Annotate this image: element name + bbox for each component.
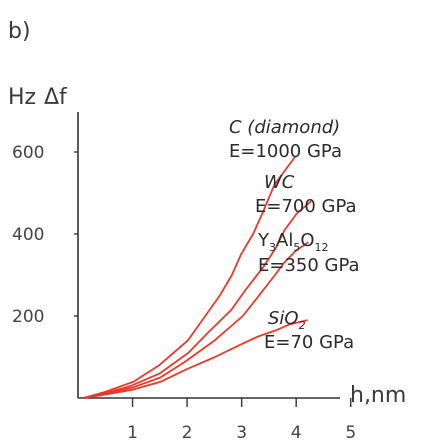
sio2-name: SiO2 [268, 308, 306, 332]
wc-modulus: E=700 GPa [255, 196, 357, 217]
x-ticks: 1 2 3 4 5 [127, 398, 356, 443]
x-axis-label: h,nm [350, 383, 406, 408]
yag-curve [83, 241, 309, 399]
diamond-annotation: C (diamond) E=1000 GPa [229, 117, 342, 162]
y-tick-label: 600 [12, 143, 44, 163]
panel-label: b) [8, 19, 31, 44]
diamond-name: C (diamond) [229, 117, 340, 138]
x-tick-label: 2 [182, 423, 193, 443]
y-tick-label: 200 [12, 307, 44, 327]
wc-name: WC [264, 172, 295, 193]
series-group [83, 155, 312, 399]
sio2-modulus: E=70 GPa [264, 332, 354, 353]
y-ticks: 200 400 600 [12, 143, 78, 327]
x-tick-label: 5 [345, 423, 356, 443]
sio2-curve [83, 319, 308, 399]
yag-name: Y3Al5O12 [257, 230, 329, 254]
yag-annotation: Y3Al5O12 E=350 GPa [257, 230, 360, 276]
x-tick-label: 4 [291, 423, 302, 443]
diamond-curve [83, 155, 297, 399]
y-tick-label: 400 [12, 225, 44, 245]
y-axis-symbol-label: Δf [44, 85, 68, 110]
y-axis-unit-label: Hz [8, 85, 36, 110]
diamond-modulus: E=1000 GPa [229, 141, 342, 162]
wc-curve [83, 200, 312, 399]
yag-modulus: E=350 GPa [258, 255, 360, 276]
wc-annotation: WC E=700 GPa [255, 172, 357, 217]
x-tick-label: 3 [236, 423, 247, 443]
x-tick-label: 1 [127, 423, 138, 443]
sio2-annotation: SiO2 E=70 GPa [264, 308, 354, 353]
